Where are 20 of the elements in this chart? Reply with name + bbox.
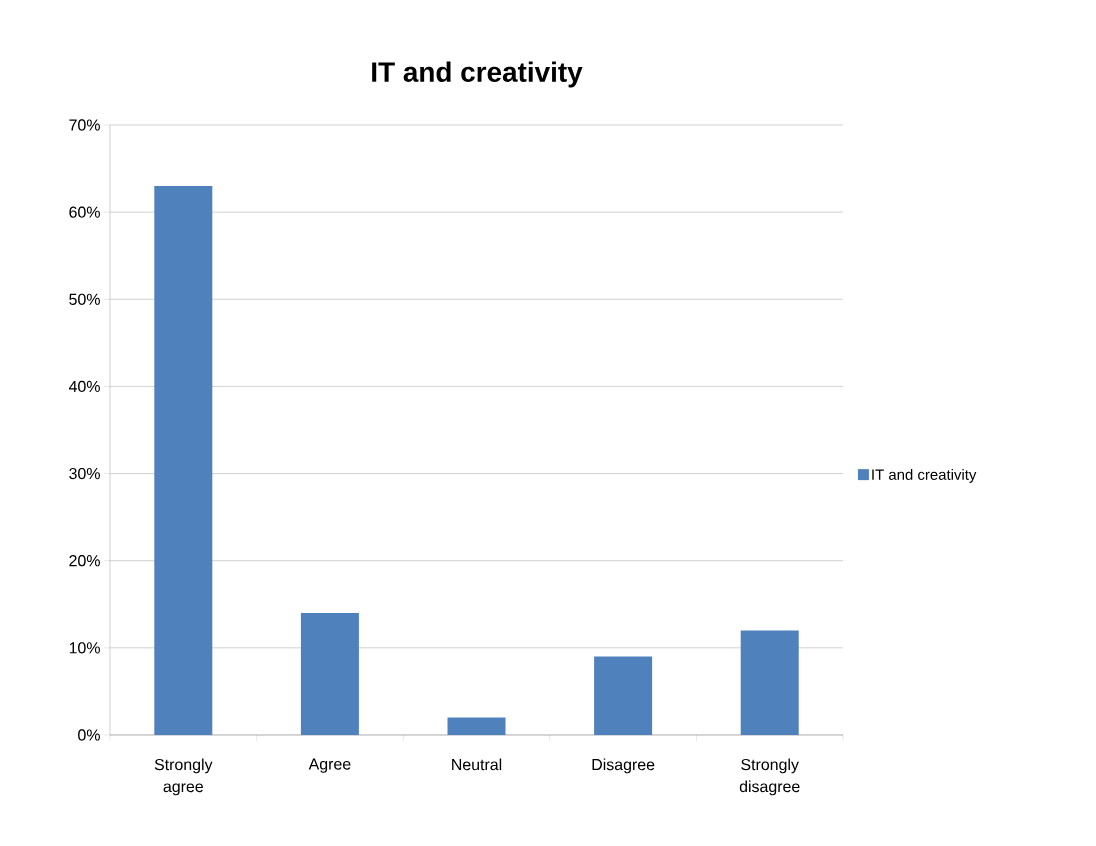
y-tick-label: 0% <box>78 729 100 741</box>
x-tick-label: Agree <box>308 758 351 773</box>
y-tick-label: 60% <box>69 206 100 218</box>
bar <box>154 185 213 735</box>
x-tick-label: Strongly agree <box>154 758 213 796</box>
y-tick-label: 10% <box>69 642 100 654</box>
x-tick-label: Strongly disagree <box>739 758 800 796</box>
bar <box>300 612 359 735</box>
x-tick-label: Neutral <box>452 758 502 771</box>
y-tick-label: 30% <box>69 467 100 480</box>
bar <box>594 656 653 735</box>
bar <box>740 630 799 735</box>
y-tick-label: 50% <box>69 293 100 305</box>
legend-label: IT and creativity <box>872 468 977 483</box>
chart-title: IT and creativity <box>372 61 583 88</box>
y-tick-label: 20% <box>69 555 100 567</box>
y-tick-label: 40% <box>68 380 100 393</box>
bar <box>447 717 506 735</box>
y-tick-label: 70% <box>69 119 100 131</box>
x-tick-label: Disagree <box>592 758 655 774</box>
